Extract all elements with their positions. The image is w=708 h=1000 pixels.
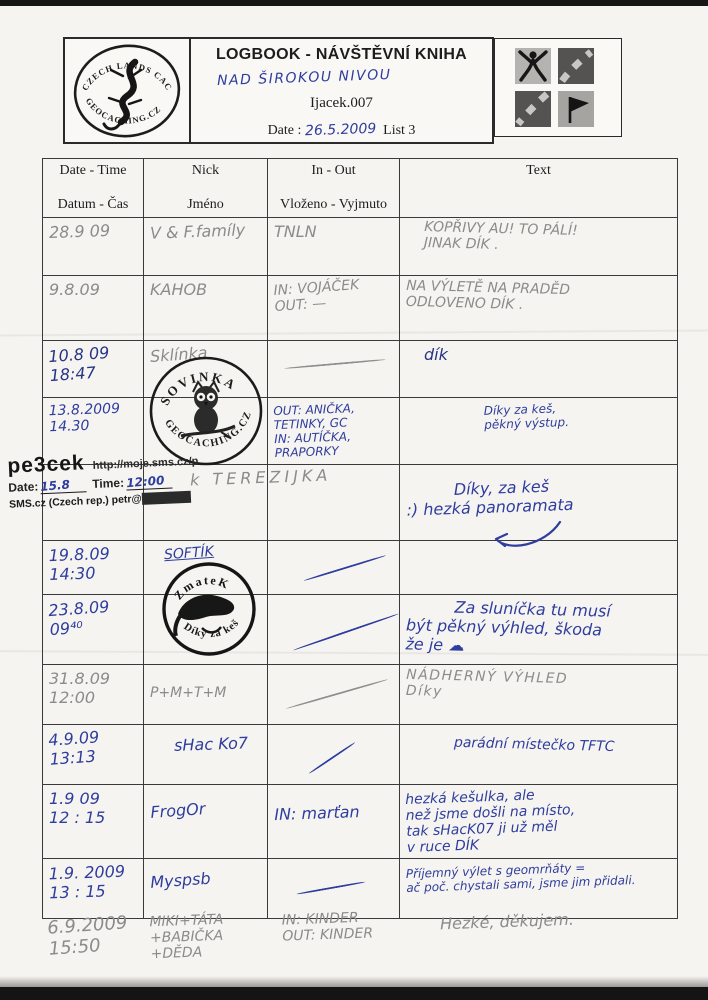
log-row: 1.9. 2009 13 : 15 Myspsb Příjemný výlet … bbox=[42, 858, 678, 919]
logbook-title: LOGBOOK - NÁVŠTĚVNÍ KNIHA bbox=[215, 46, 468, 63]
geocaching-cz-round-stamp: CZECH LANDS CACHE MAP GEOCACHING.CZ bbox=[71, 42, 181, 137]
text-cell: Hezké, děkujem. bbox=[439, 909, 575, 934]
geocaching-logo bbox=[515, 48, 595, 128]
inout-dash bbox=[284, 358, 386, 370]
date-cell: 4.9.09 13:13 bbox=[47, 727, 100, 769]
date-cell: 23.8.09 09⁴⁰ bbox=[47, 596, 111, 640]
inout-cell bbox=[267, 464, 400, 541]
text-cell: KOPŘIVY AU! TO PÁLÍ! JINAK DÍK . bbox=[423, 219, 578, 253]
stamp-text-top: CZECH LANDS CACHE MAP bbox=[71, 42, 173, 92]
anteater-icon bbox=[173, 594, 235, 637]
pe3cek-name: pe3cek bbox=[6, 451, 86, 478]
log-table: Date - Time Datum - Čas Nick Jméno In - Ou… bbox=[42, 158, 678, 919]
trail-icon bbox=[558, 48, 594, 84]
svg-text:CZECH LANDS CACHE MAP: CZECH LANDS CACHE MAP bbox=[71, 42, 174, 92]
date-cell: 1.9 09 12 : 15 bbox=[49, 789, 106, 827]
text-cell: hezká kešulka, ale než jsme došli na mís… bbox=[404, 787, 576, 856]
cache-name-handwritten: NAD ŠIROKOU NIVOU bbox=[216, 66, 392, 90]
log-row: 1.9 09 12 : 15 FrogOr IN: marťan hezká k… bbox=[42, 784, 678, 859]
owl-icon bbox=[180, 380, 236, 439]
sovinka-owl-stamp: SOVINKA GEOCACHING.CZ bbox=[149, 356, 263, 466]
date-cell: 13.8.2009 14.30 bbox=[48, 400, 121, 436]
col-date-time: Date - Time Datum - Čas bbox=[42, 158, 144, 218]
log-row: 31.8.09 12:00 P+M+T+M NÁDHERNÝ VÝHLED Dí… bbox=[42, 664, 678, 725]
lizard-icon bbox=[102, 58, 143, 130]
text-cell: parádní místečko TFTC bbox=[453, 734, 615, 755]
inout-dash bbox=[285, 678, 389, 710]
nick-cell: KAHOB bbox=[150, 280, 208, 299]
pe3cek-time-label: Time: bbox=[91, 475, 125, 492]
date-cell bbox=[42, 464, 144, 541]
pe3cek-date-handwritten: 15.8 bbox=[39, 477, 71, 494]
text-cell: dík bbox=[424, 345, 448, 364]
nick-cell: V & F.famíly bbox=[149, 220, 246, 243]
date-cell: 10.8 09 18:47 bbox=[47, 342, 111, 386]
list-number: List 3 bbox=[383, 123, 416, 138]
arrow-doodle bbox=[494, 520, 562, 548]
inout-dash bbox=[308, 741, 356, 775]
log-row: 4.9.09 13:13 sHac Ko7 parádní místečko T… bbox=[42, 724, 678, 785]
pe3cek-url: http://moje.sms.cz/p bbox=[92, 455, 199, 473]
inout-dash bbox=[303, 554, 387, 582]
text-cell bbox=[399, 540, 678, 595]
svg-text:Díky za keš: Díky za keš bbox=[182, 617, 242, 640]
lizard-stamp-cell: CZECH LANDS CACHE MAP GEOCACHING.CZ bbox=[65, 39, 191, 142]
inout-dash bbox=[296, 880, 366, 896]
text-cell: NÁDHERNÝ VÝHLED Díky bbox=[405, 666, 569, 700]
text-cell: Díky, za keš :) hezká panoramata bbox=[406, 476, 574, 520]
date-cell: 9.8.09 bbox=[49, 280, 100, 299]
date-cell: 19.8.09 14:30 bbox=[48, 543, 111, 585]
pe3cek-footer-smudged: ge3cek.cz bbox=[141, 490, 192, 505]
nick-cell: FrogOr bbox=[149, 799, 206, 822]
inout-cell: IN: KINDER OUT: KINDER bbox=[281, 909, 374, 945]
log-row: 23.8.09 09⁴⁰ Za sluníčka tu musí být pěk… bbox=[42, 594, 678, 665]
table-header-row: Date - Time Datum - Čas Nick Jméno In - Ou… bbox=[42, 158, 678, 218]
cache-owner: Ijacek.007 bbox=[310, 95, 373, 111]
date-cell: 6.9.2009 15:50 bbox=[46, 912, 129, 960]
nick-cell: sHac Ko7 bbox=[173, 733, 249, 755]
stamp-text-bottom: Díky za keš bbox=[182, 617, 241, 640]
col-text: Text bbox=[399, 158, 678, 218]
log-row: 10.8 09 18:47 Sklínka dík bbox=[42, 340, 678, 398]
scan-edge-top bbox=[0, 0, 708, 6]
nick-cell: P+M+T+M bbox=[150, 685, 227, 701]
geocaching-logo-box bbox=[494, 38, 622, 137]
date-value-handwritten: 26.5.2009 bbox=[304, 120, 377, 140]
log-row: Díky, za keš :) hezká panoramata bbox=[42, 464, 678, 541]
date-cell: 1.9. 2009 13 : 15 bbox=[48, 861, 126, 903]
text-cell: Příjemný výlet s geomrňáty = ač poč. chy… bbox=[405, 860, 636, 895]
inout-cell: IN: VOJÁČEK OUT: — bbox=[272, 277, 360, 315]
zmatek-stamp: ZmateK Díky za keš bbox=[162, 562, 256, 656]
nick-cell: Myspsb bbox=[149, 868, 212, 892]
date-cell: 31.8.09 12:00 bbox=[49, 669, 111, 707]
pe3cek-date-label: Date: bbox=[8, 479, 39, 495]
col-nick: Nick Jméno bbox=[143, 158, 268, 218]
scan-edge-bottom bbox=[0, 987, 708, 1000]
text-cell: NA VÝLETĚ NA PRADĚD ODLOVENO DÍK . bbox=[405, 277, 571, 313]
trail-icon bbox=[515, 91, 551, 127]
nick-cell: MIKI+TÁTA +BABIČKA +DĚDA bbox=[149, 911, 224, 963]
text-cell: Za sluníčka tu musí být pěkný výhled, šk… bbox=[405, 597, 612, 655]
inout-dash bbox=[292, 612, 400, 652]
col-in-out: In - Out Vloženo - Vyjmuto bbox=[267, 158, 400, 218]
inout-cell: TNLN bbox=[274, 222, 317, 241]
scan-edge-shadow bbox=[0, 976, 708, 987]
flag-icon bbox=[558, 91, 594, 127]
text-cell: Díky za keš, pěkný výstup. bbox=[483, 401, 570, 432]
person-icon bbox=[515, 48, 551, 84]
date-cell: 28.9 09 bbox=[48, 220, 111, 243]
date-label: Date : bbox=[267, 123, 302, 138]
pe3cek-time-handwritten: 12:00 bbox=[125, 473, 165, 491]
inout-cell: IN: marťan bbox=[273, 802, 360, 825]
log-row: 28.9 09 V & F.famíly TNLN KOPŘIVY AU! TO… bbox=[42, 217, 678, 276]
logbook-header-box: CZECH LANDS CACHE MAP GEOCACHING.CZ LOGB… bbox=[63, 37, 494, 144]
log-row: 19.8.09 14:30 SOFTÍK bbox=[42, 540, 678, 595]
inout-cell: OUT: ANIČKA, TETINKY, GC IN: AUTÍČKA, PR… bbox=[273, 401, 356, 461]
date-line: Date : 26.5.2009 List 3 bbox=[191, 120, 492, 140]
log-row: 9.8.09 KAHOB IN: VOJÁČEK OUT: — NA VÝLET… bbox=[42, 275, 678, 341]
